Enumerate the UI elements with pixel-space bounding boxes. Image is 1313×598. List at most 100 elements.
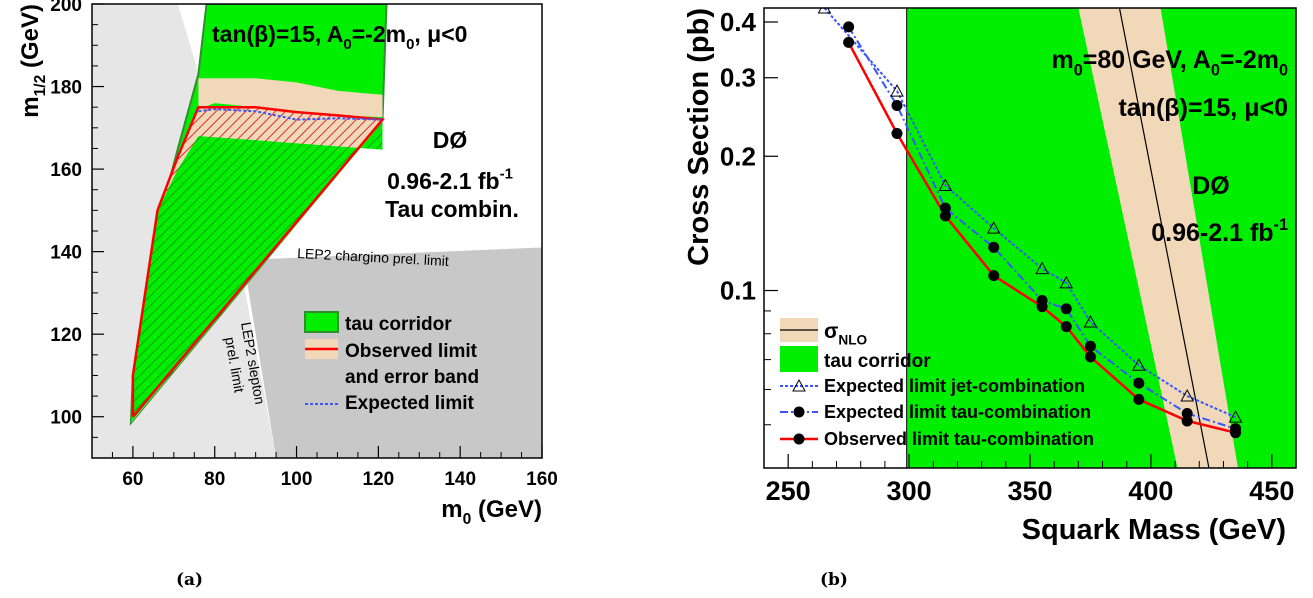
combination-label-a: Tau combin. <box>385 196 519 222</box>
marker-observed-tau <box>843 36 855 48</box>
y-tick-label-b: 0.2 <box>720 141 756 171</box>
legend-label-expected: Expected limit <box>345 393 474 414</box>
series-expected-jet-line <box>823 8 1236 419</box>
marker-observed-tau <box>988 270 1000 282</box>
marker-expected-tau <box>843 21 855 33</box>
x-tick-label-a: 60 <box>122 469 143 490</box>
legend-label-expected-tau: Expected limit tau-combination <box>824 402 1091 422</box>
legend-label-nlo: σNLO​ <box>824 320 868 347</box>
params-label-b-part: 0 <box>1074 62 1083 80</box>
plot-area-a <box>92 4 542 458</box>
experiment-label-a: DØ <box>433 127 468 153</box>
x-axis-label-a-part: m <box>441 496 462 523</box>
y-tick-label-a: 200 <box>50 0 82 16</box>
marker-expected-jet <box>1059 275 1074 289</box>
panel-label-a: (a) <box>176 570 204 590</box>
excluded-hatched-green <box>131 121 383 422</box>
experiment-label-b: DØ <box>1192 172 1230 200</box>
luminosity-label-b: 0.96-2.1 fb-1​ <box>1151 216 1288 247</box>
legend-marker-expected-jet <box>792 378 806 392</box>
legend-label-tau-corridor-b: tau corridor <box>824 351 931 372</box>
marker-expected-jet <box>1035 261 1049 275</box>
title-a-part: =-2m <box>352 21 406 47</box>
expected-limit-line <box>198 108 383 121</box>
marker-observed-tau <box>1036 301 1048 313</box>
params-label-b-part: 0 <box>1279 62 1288 80</box>
params-label-b-part: m <box>1051 46 1073 74</box>
chargino-annotation: LEP2 chargino prel. limit <box>297 245 449 269</box>
x-tick-label-a: 80 <box>204 469 225 490</box>
marker-observed-tau <box>1060 321 1072 333</box>
marker-expected-jet <box>1083 314 1098 328</box>
y-tick-label-b: 0.1 <box>720 276 756 306</box>
legend-swatch-tau-corridor <box>304 311 339 333</box>
x-tick-label-b: 300 <box>887 476 932 506</box>
params-label-b: m0​=80 GeV, A0​=-2m0​ <box>1051 46 1288 80</box>
y-axis-label-a-part: m <box>17 96 44 117</box>
y-axis-label-a-part: 1/2 <box>32 74 49 96</box>
legend-label-nlo-part: NLO <box>838 332 867 347</box>
marker-observed-tau <box>1181 415 1193 427</box>
marker-expected-tau <box>1133 377 1145 389</box>
legend-label-observed: Observed limit <box>345 341 478 362</box>
x-axis-label-a: m0​ (GeV) <box>441 496 542 528</box>
x-tick-label-a: 100 <box>281 469 313 490</box>
marker-expected-tau <box>1084 340 1096 352</box>
x-tick-label-b: 450 <box>1249 476 1294 506</box>
marker-observed-tau <box>1084 351 1096 363</box>
plot-area-b <box>764 8 1296 468</box>
nlo-band <box>1078 8 1238 468</box>
marker-observed-tau <box>1230 427 1242 439</box>
luminosity-label-a: 0.96-2.1 fb-1​ <box>387 166 513 194</box>
tanbeta-label-b: tan(β)=15, μ<0 <box>1118 94 1288 122</box>
x-tick-label-a: 120 <box>363 469 395 490</box>
marker-observed-tau <box>939 210 951 222</box>
legend-marker-observed-tau <box>793 433 805 445</box>
x-tick-label-b: 350 <box>1007 476 1052 506</box>
title-a-part: , μ<0 <box>414 21 467 47</box>
y-tick-label-b: 0.3 <box>720 63 756 93</box>
error-band-region <box>198 78 383 118</box>
y-tick-label-a: 160 <box>50 160 82 181</box>
x-tick-label-b: 400 <box>1128 476 1173 506</box>
y-axis-label-a: m1/2​ (GeV) <box>17 4 49 118</box>
x-tick-label-a: 140 <box>444 469 476 490</box>
chart-a-exclusion-plot: 60 80 100 120 140 160 100 120 140 160 180 200 m0​ (G… <box>17 0 558 528</box>
marker-expected-jet <box>938 178 953 191</box>
marker-expected-jet <box>1228 410 1243 423</box>
series-expected-tau-line <box>847 26 1236 430</box>
marker-observed-tau <box>891 127 903 139</box>
x-axis-label-a-part: (GeV) <box>471 496 542 523</box>
chart-b-cross-section-plot: 250 300 350 400 450 0.1 0.2 0.3 0.4 Squark Mass (… <box>683 7 1297 546</box>
title-a-part: 0 <box>406 36 414 53</box>
legend-label-expected-jet: Expected limit jet-combination <box>824 376 1085 396</box>
legend-label-observed-tau: Observed limit tau-combination <box>824 429 1094 449</box>
marker-expected-tau <box>939 202 951 214</box>
y-tick-label-a: 140 <box>50 243 82 264</box>
legend-label-nlo-part: σ <box>824 320 838 343</box>
marker-expected-jet <box>1131 358 1146 371</box>
marker-expected-jet <box>1180 388 1195 402</box>
title-a: tan(β)=15, A0​=-2m0​, μ<0 <box>212 21 467 53</box>
legend-label-error-band: and error band <box>345 367 479 388</box>
luminosity-label-b-part: -1 <box>1274 216 1288 234</box>
x-tick-label-b: 250 <box>766 476 811 506</box>
y-tick-label-a: 120 <box>50 325 82 346</box>
legend-marker-expected-tau <box>793 406 805 418</box>
marker-expected-jet <box>817 8 832 14</box>
title-a-part: tan(β)=15, A <box>212 21 343 47</box>
panel-label-b: (b) <box>820 570 848 590</box>
title-a-part: 0 <box>343 36 351 53</box>
marker-observed-tau <box>1133 393 1145 405</box>
y-tick-label-a: 180 <box>50 78 82 99</box>
y-tick-label-a: 100 <box>50 408 82 429</box>
marker-expected-tau <box>988 241 1000 253</box>
marker-expected-jet <box>986 221 1001 234</box>
chargino-excluded-region <box>243 247 542 458</box>
series-observed-tau-line <box>847 41 1236 434</box>
params-label-b-part: =80 GeV, A <box>1083 46 1211 74</box>
marker-expected-jet <box>890 84 904 97</box>
luminosity-label-a-part: -1 <box>500 166 513 183</box>
x-tick-label-a: 160 <box>526 469 558 490</box>
marker-expected-tau <box>891 99 903 111</box>
